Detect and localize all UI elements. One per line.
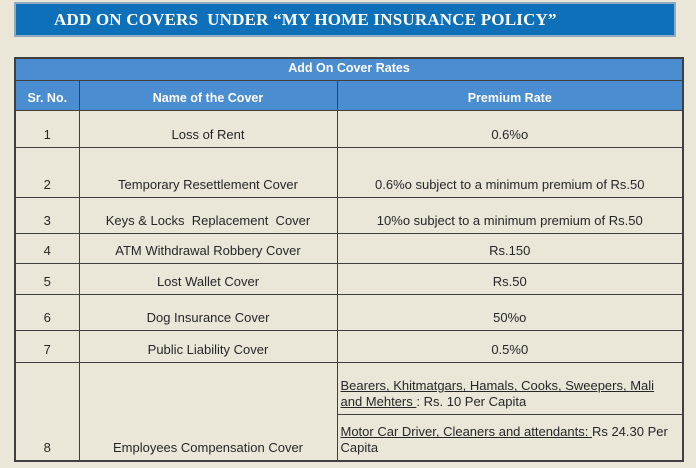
add-on-cover-rates-table: Add On Cover Rates Sr. No. Name of the C… [14,57,684,462]
cover-name-cell: ATM Withdrawal Robbery Cover [78,233,338,264]
column-header-name: Name of the Cover [78,80,338,111]
premium-rate-cell: 0.6%o subject to a minimum premium of Rs… [336,147,684,198]
premium-rate-cell: Rs.50 [336,263,684,295]
cover-name-cell: Loss of Rent [78,110,338,148]
premium-rate-cell: 0.6%o [336,110,684,148]
table-row: 3 Keys & Locks Replacement Cover 10%o su… [14,197,684,234]
sr-no-cell: 8 [14,362,80,462]
table-row: 2 Temporary Resettlement Cover 0.6%o sub… [14,147,684,198]
table-row: 8 Employees Compensation Cover Bearers, … [14,362,684,462]
premium-rate-cell: 10%o subject to a minimum premium of Rs.… [336,197,684,234]
page-title: ADD ON COVERS UNDER “MY HOME INSURANCE P… [14,2,676,37]
sr-no-cell: 7 [14,330,80,363]
premium-driver-list-underlined: Motor Car Driver, Cleaners and attendant… [340,424,592,440]
premium-rate-cell: 0.5%0 [336,330,684,363]
cover-name-cell: Dog Insurance Cover [78,294,338,331]
cover-name-cell: Employees Compensation Cover [78,362,338,462]
cover-name-cell: Lost Wallet Cover [78,263,338,295]
table-row: 4 ATM Withdrawal Robbery Cover Rs.150 [14,233,684,264]
premium-rate-cell-drivers: Motor Car Driver, Cleaners and attendant… [336,414,684,462]
cover-name-cell: Temporary Resettlement Cover [78,147,338,198]
table-row: 6 Dog Insurance Cover 50%o [14,294,684,331]
sr-no-cell: 1 [14,110,80,148]
table-caption: Add On Cover Rates [14,57,684,81]
sr-no-cell: 5 [14,263,80,295]
table-row: 1 Loss of Rent 0.6%o [14,110,684,148]
table-row: Motor Car Driver, Cleaners and attendant… [15,414,684,462]
sr-no-cell: 6 [14,294,80,331]
column-header-premium: Premium Rate [336,80,684,111]
sr-no-cell: 3 [14,197,80,234]
table-row: 7 Public Liability Cover 0.5%0 [14,330,684,363]
column-header-sr-no: Sr. No. [14,80,80,111]
table-header-row: Sr. No. Name of the Cover Premium Rate [14,80,684,111]
table-caption-row: Add On Cover Rates [14,57,684,81]
sr-no-cell: 2 [14,147,80,198]
premium-staff-list-underlined: Bearers, Khitmatgars, Hamals, Cooks, Swe… [340,378,655,409]
table-row: 5 Lost Wallet Cover Rs.50 [14,263,684,295]
premium-driver-rate: Rs 24.30 Per Capita [340,424,668,455]
cover-name-cell: Keys & Locks Replacement Cover [78,197,338,234]
sr-no-cell: 4 [14,233,80,264]
premium-rate-cell: Rs.150 [336,233,684,264]
premium-rate-cell-domestic-staff: Bearers, Khitmatgars, Hamals, Cooks, Swe… [336,362,684,415]
premium-rate-cell: 50%o [336,294,684,331]
cover-name-cell: Public Liability Cover [78,330,338,363]
premium-staff-rate: : Rs. 10 Per Capita [416,393,527,409]
